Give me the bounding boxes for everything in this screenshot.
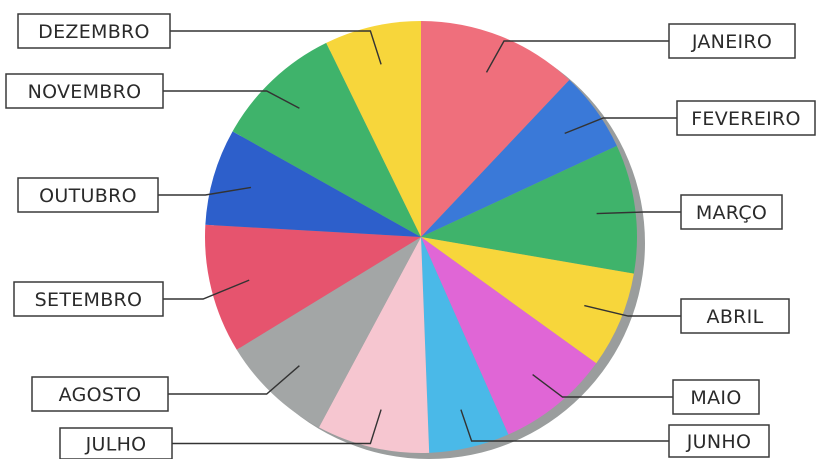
pie-slice-outubro: [205, 131, 421, 237]
label-box-abril: [680, 298, 790, 334]
leader-line-marco: [596, 211, 681, 215]
pie-slice-junho: [421, 237, 509, 453]
pie-slices: [205, 21, 637, 454]
pie-slice-janeiro: [421, 21, 570, 237]
label-julho: JULHO: [59, 427, 173, 459]
label-text-abril: ABRIL: [707, 306, 764, 328]
label-box-marco: [680, 194, 783, 230]
label-text-marco: MARÇO: [696, 202, 767, 224]
label-text-fevereiro: FEVEREIRO: [691, 108, 801, 130]
label-text-setembro: SETEMBRO: [35, 289, 143, 311]
pie-slice-marco: [421, 145, 637, 274]
label-abril: ABRIL: [680, 298, 790, 334]
pie-slice-julho: [318, 237, 430, 454]
label-box-junho: [668, 424, 770, 458]
label-box-outubro: [17, 177, 159, 213]
label-box-novembro: [5, 73, 164, 109]
label-text-janeiro: JANEIRO: [691, 31, 772, 53]
label-outubro: OUTUBRO: [17, 177, 159, 213]
leader-line-julho: [172, 409, 382, 445]
pie-slice-novembro: [232, 42, 421, 238]
label-text-junho: JUNHO: [686, 431, 751, 453]
label-box-dezembro: [17, 13, 171, 49]
label-box-janeiro: [668, 23, 796, 59]
label-box-maio: [672, 379, 760, 415]
leader-line-novembro: [163, 90, 300, 109]
label-box-agosto: [31, 376, 169, 412]
label-marco: MARÇO: [680, 194, 783, 230]
pie-slice-abril: [421, 237, 634, 364]
label-text-novembro: NOVEMBRO: [28, 81, 142, 103]
label-junho: JUNHO: [668, 424, 770, 458]
label-novembro: NOVEMBRO: [5, 73, 164, 109]
label-box-fevereiro: [676, 100, 816, 136]
leader-line-fevereiro: [564, 117, 677, 135]
label-text-dezembro: DEZEMBRO: [38, 21, 150, 43]
label-fevereiro: FEVEREIRO: [676, 100, 816, 136]
label-text-julho: JULHO: [85, 434, 147, 456]
pie-slice-setembro: [205, 224, 421, 350]
leader-lines: [158, 30, 681, 445]
leader-line-janeiro: [485, 40, 669, 73]
slice-labels: JANEIRO FEVEREIRO MARÇO ABRIL MAIO JUNHO JULHO…: [5, 13, 816, 459]
label-text-agosto: AGOSTO: [59, 384, 142, 406]
pie-slice-maio: [421, 237, 597, 435]
pie-slice-dezembro: [326, 21, 421, 237]
leader-line-abril: [584, 304, 681, 317]
leader-line-outubro: [158, 186, 252, 196]
pie-slice-fevereiro: [421, 79, 617, 238]
label-box-julho: [59, 427, 173, 459]
label-text-outubro: OUTUBRO: [39, 185, 137, 207]
leader-line-junho: [460, 409, 669, 442]
leader-line-maio: [532, 374, 673, 398]
leader-line-dezembro: [170, 30, 382, 65]
label-box-setembro: [13, 281, 164, 317]
leader-line-agosto: [168, 365, 300, 395]
label-janeiro: JANEIRO: [668, 23, 796, 59]
leader-line-setembro: [163, 279, 250, 300]
label-text-maio: MAIO: [690, 387, 741, 409]
label-maio: MAIO: [672, 379, 760, 415]
label-agosto: AGOSTO: [31, 376, 169, 412]
label-setembro: SETEMBRO: [13, 281, 164, 317]
label-dezembro: DEZEMBRO: [17, 13, 171, 49]
